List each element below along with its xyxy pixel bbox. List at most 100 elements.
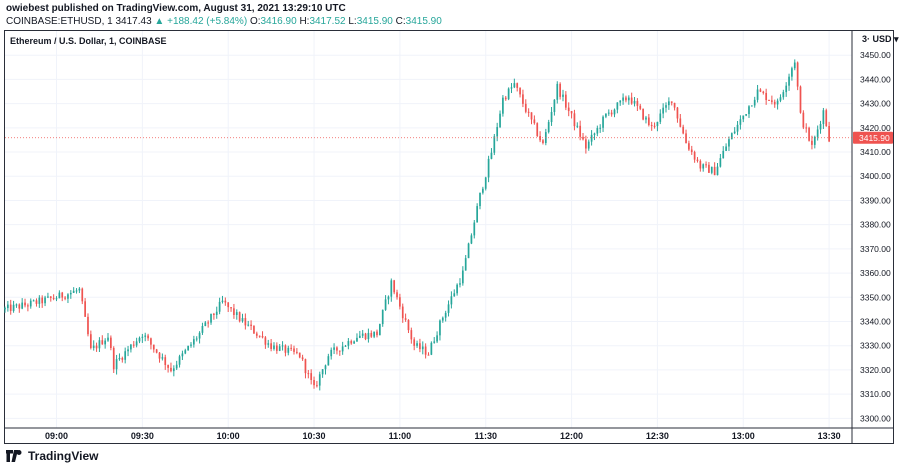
candle-body xyxy=(519,87,521,95)
y-tick-label: 3430.00 xyxy=(860,99,891,109)
candle-body xyxy=(221,300,224,302)
candle-body xyxy=(330,349,333,357)
candle-body xyxy=(427,354,430,356)
low-label: L: xyxy=(348,16,357,27)
candle-body xyxy=(313,380,315,386)
candle-body xyxy=(338,350,341,352)
candle-body xyxy=(284,345,287,353)
ohlc-readout: COINBASE:ETHUSD, 1 3417.43 ▲ +188.42 (+5… xyxy=(6,15,442,28)
candle-body xyxy=(816,129,819,137)
candle-body xyxy=(218,301,221,312)
candle-body xyxy=(441,317,444,321)
high-value: 3417.52 xyxy=(309,16,346,27)
candle-body xyxy=(450,296,453,305)
candle-body xyxy=(813,136,816,145)
candle-body xyxy=(768,100,770,102)
candle-body xyxy=(444,312,447,318)
candle-body xyxy=(808,127,810,141)
candle-body xyxy=(175,364,178,369)
x-tick-label: 10:00 xyxy=(217,431,240,441)
x-tick-label: 10:30 xyxy=(303,431,326,441)
candle-body xyxy=(464,258,467,271)
y-tick-label: 3370.00 xyxy=(860,244,891,254)
x-tick-label: 11:30 xyxy=(474,431,497,441)
candle-body xyxy=(539,135,541,141)
candle-body xyxy=(653,125,656,127)
candle-body xyxy=(536,123,539,136)
candle-body xyxy=(304,359,307,374)
candle-body xyxy=(822,110,825,125)
candle-body xyxy=(670,101,673,103)
candle-body xyxy=(381,309,384,325)
chart-header: owiebest published on TradingView.com, A… xyxy=(6,2,442,28)
candle-body xyxy=(585,139,587,149)
candle-body xyxy=(479,192,481,207)
candle-body xyxy=(121,357,124,360)
candle-body xyxy=(487,158,490,178)
candle-body xyxy=(29,300,32,307)
y-tick-label: 3420.00 xyxy=(860,123,891,133)
candle-body xyxy=(819,124,822,130)
candle-body xyxy=(155,349,158,353)
candle-body xyxy=(739,119,742,125)
candle-body xyxy=(301,357,304,360)
candle-body xyxy=(198,332,201,339)
candle-body xyxy=(828,126,830,142)
candle-body xyxy=(582,136,584,140)
candle-body xyxy=(138,337,141,342)
candle-body xyxy=(593,133,596,135)
currency-selector[interactable]: 3· USD ▾ xyxy=(862,34,899,44)
candle-body xyxy=(610,112,613,115)
candle-body xyxy=(753,99,756,106)
candle-body xyxy=(542,140,544,144)
candle-body xyxy=(15,304,18,306)
candle-body xyxy=(321,369,324,375)
y-tick-label: 3390.00 xyxy=(860,195,891,205)
candle-body xyxy=(459,283,461,285)
candle-body xyxy=(233,308,235,315)
y-tick-label: 3340.00 xyxy=(860,316,891,326)
candle-body xyxy=(24,302,26,306)
candle-body xyxy=(333,347,335,350)
candle-body xyxy=(195,338,198,340)
candle-body xyxy=(645,117,647,120)
x-tick-label: 12:30 xyxy=(646,431,669,441)
price-change: ▲ +188.42 (+5.84%) xyxy=(154,16,248,27)
candle-body xyxy=(413,339,416,346)
candle-body xyxy=(811,140,813,145)
candle-body xyxy=(702,164,705,169)
candle-body xyxy=(69,292,72,295)
candle-body xyxy=(447,304,450,313)
y-tick-label: 3330.00 xyxy=(860,341,891,351)
candle-body xyxy=(710,166,713,173)
candle-body xyxy=(793,62,796,69)
candle-body xyxy=(564,94,567,108)
candle-body xyxy=(433,341,436,343)
candle-body xyxy=(567,107,570,112)
candle-body xyxy=(636,100,639,106)
candle-body xyxy=(275,345,278,351)
candle-body xyxy=(656,121,659,127)
candle-body xyxy=(267,343,270,345)
candle-body xyxy=(407,319,410,331)
candle-body xyxy=(722,150,725,159)
candle-body xyxy=(522,94,524,104)
brand-name: TradingView xyxy=(28,449,99,463)
candle-body xyxy=(776,100,779,105)
candle-body xyxy=(384,299,387,310)
candle-body xyxy=(390,280,393,297)
candle-body xyxy=(527,111,530,113)
candle-body xyxy=(201,326,204,333)
candle-body xyxy=(630,97,633,104)
candle-body xyxy=(72,290,75,293)
candle-body xyxy=(622,97,624,101)
candle-body xyxy=(599,127,602,129)
candle-body xyxy=(215,311,218,315)
candle-body xyxy=(467,243,470,259)
low-value: 3415.90 xyxy=(356,16,393,27)
candle-body xyxy=(490,152,493,159)
candle-body xyxy=(416,343,418,346)
last-price-tag xyxy=(853,131,893,144)
candle-body xyxy=(210,313,212,323)
